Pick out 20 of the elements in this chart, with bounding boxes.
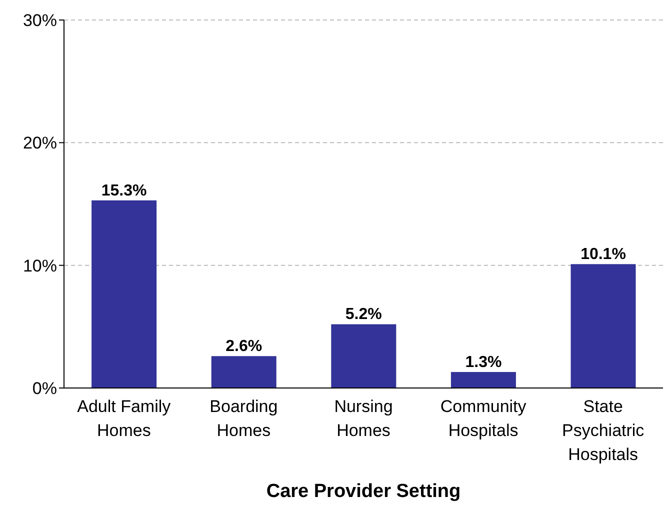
bar <box>450 372 516 388</box>
x-tick-label: Community Hospitals <box>440 397 527 440</box>
x-tick-label: Boarding Homes <box>210 397 278 440</box>
bar <box>211 356 276 388</box>
data-label: 5.2% <box>345 306 382 324</box>
data-label: 2.6% <box>226 338 262 356</box>
x-tick-label: Adult Family Homes <box>77 397 172 440</box>
bar <box>331 324 396 388</box>
y-tick-label: 0% <box>32 379 57 398</box>
x-axis-title: Care Provider Setting <box>266 481 461 502</box>
bar <box>92 200 157 388</box>
data-label: 15.3% <box>101 182 147 200</box>
data-label: 1.3% <box>465 354 502 372</box>
y-tick-label: 20% <box>22 134 57 153</box>
y-tick-label: 10% <box>22 256 57 276</box>
bar <box>570 264 636 388</box>
data-label: 10.1% <box>580 246 626 264</box>
x-tick-label: Nursing Homes <box>334 397 393 440</box>
x-tick-label: State Psychiatric Hospitals <box>562 397 645 464</box>
y-tick-label: 30% <box>22 11 57 30</box>
